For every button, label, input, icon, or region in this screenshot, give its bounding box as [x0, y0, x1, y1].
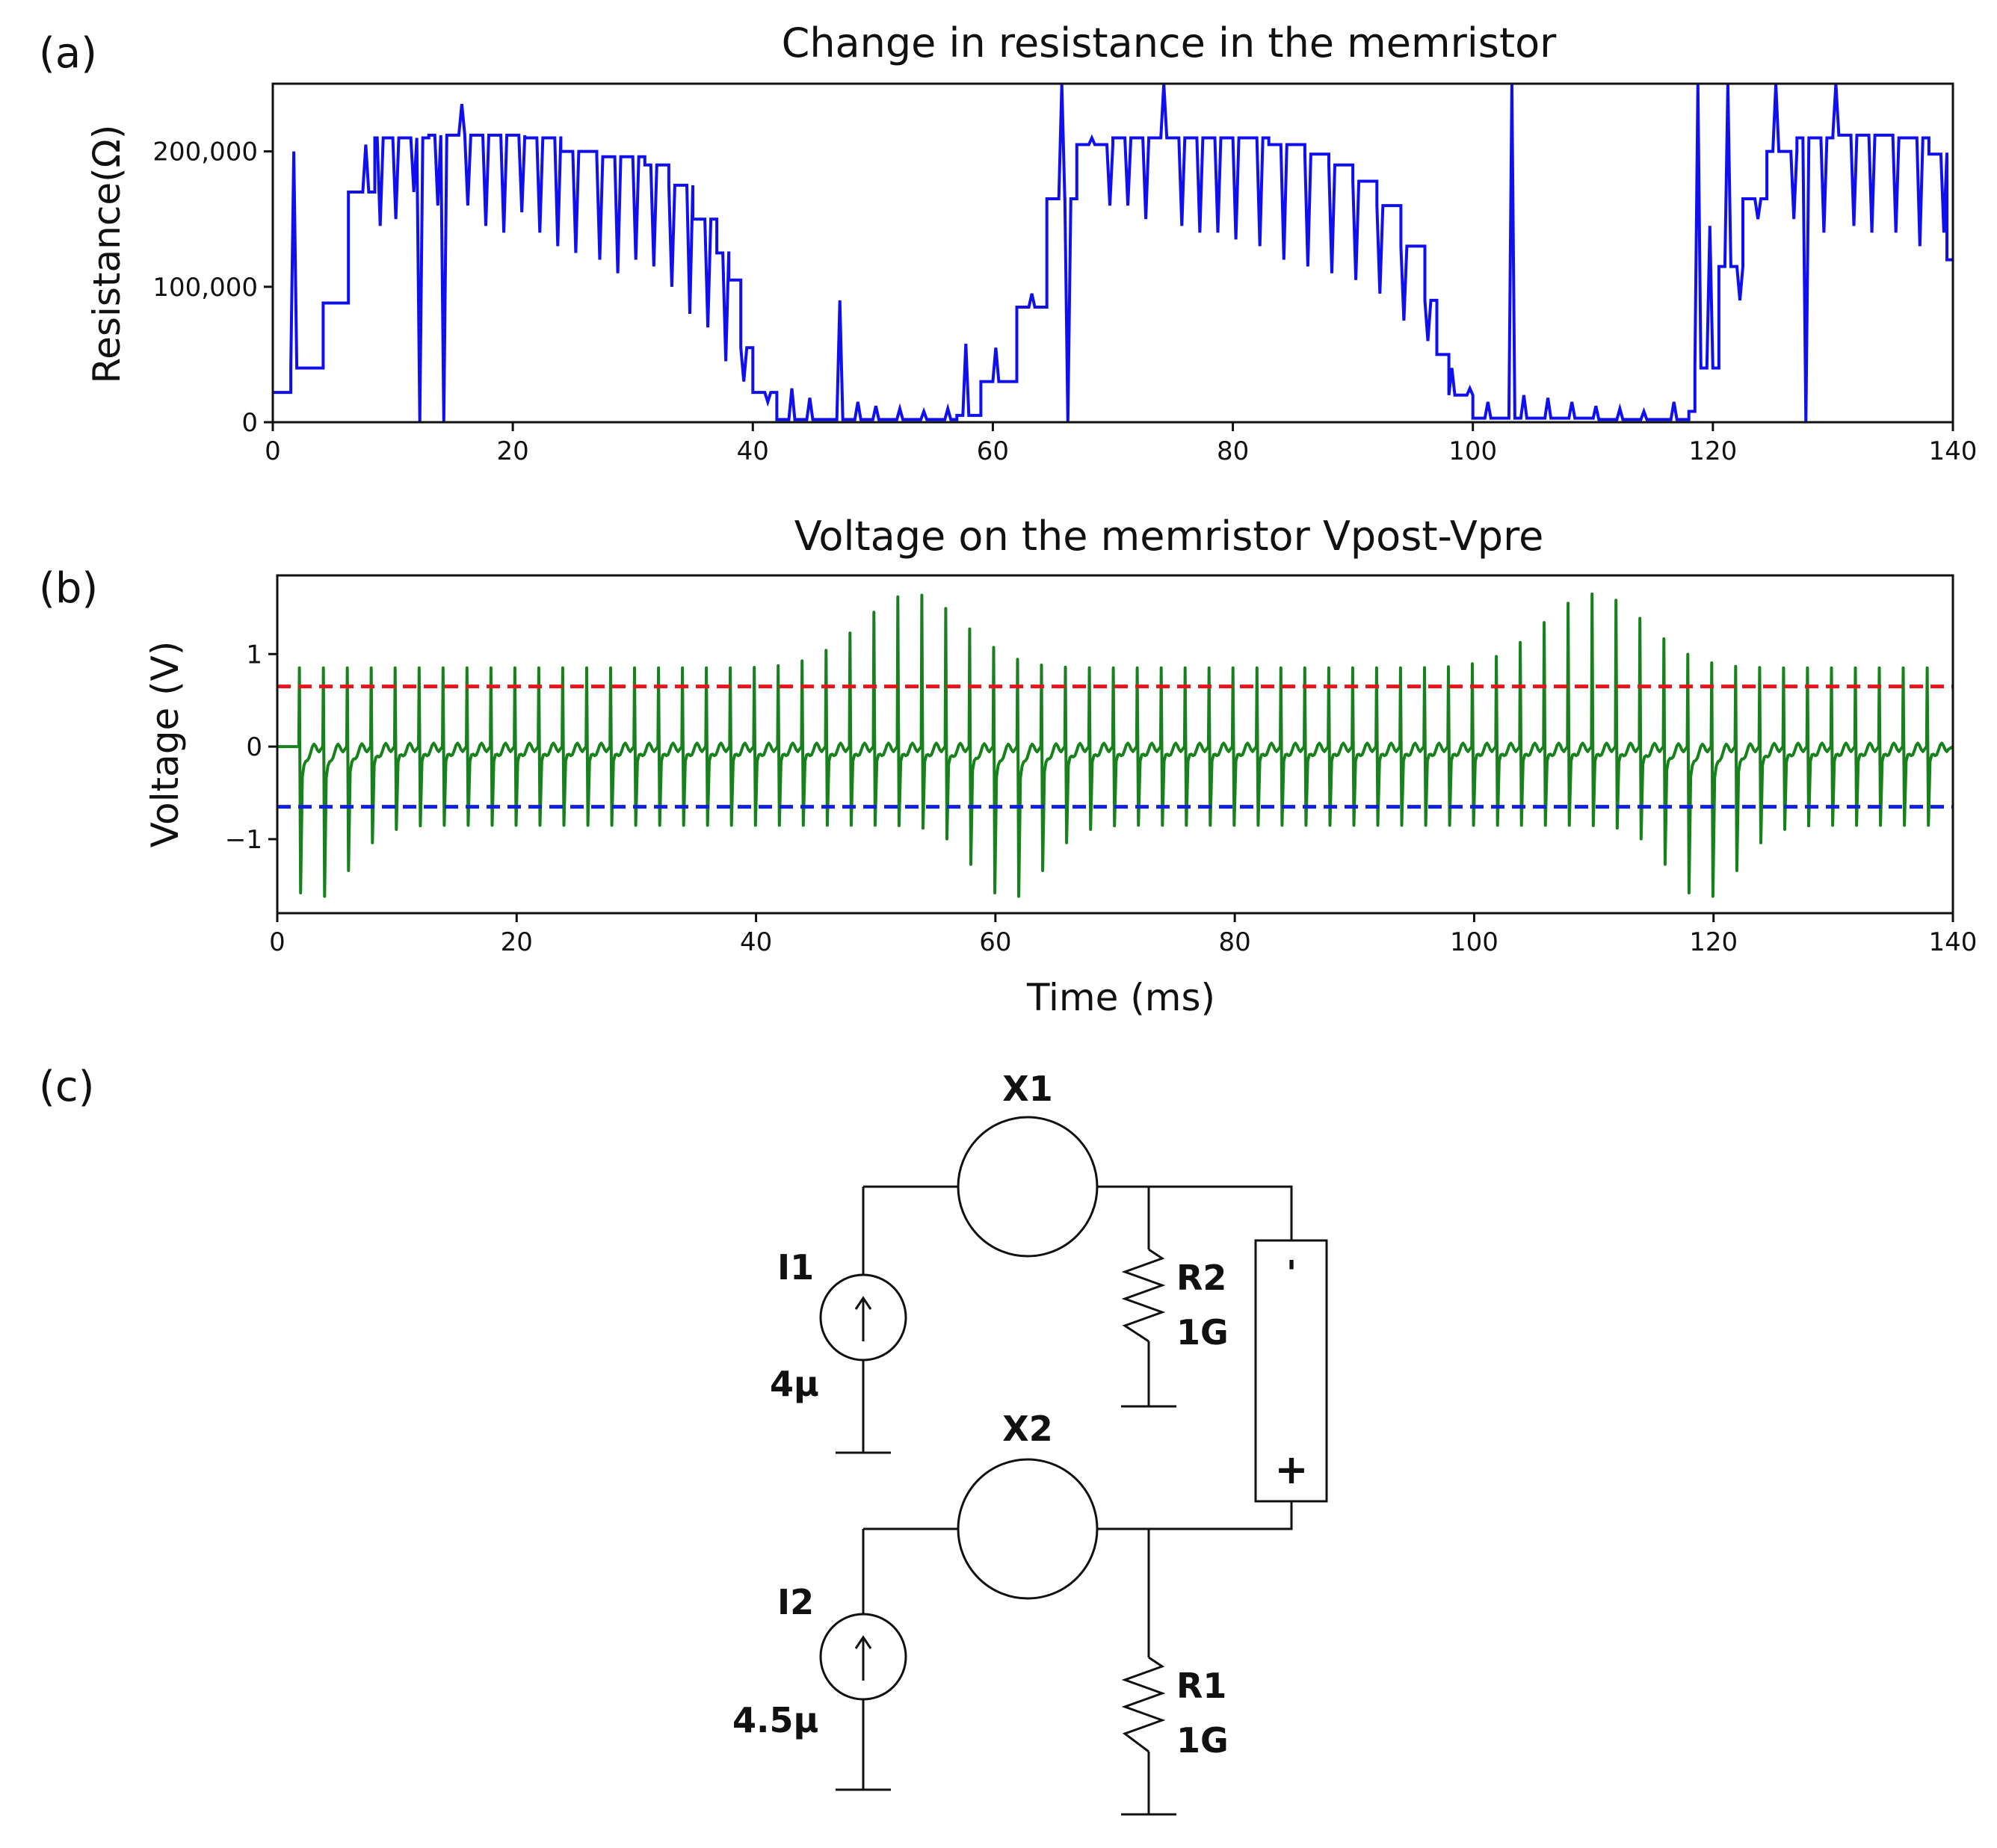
chart-b: 0 20 40 60 80 100 120 140 −1 0 1 Voltage (V) Time…	[143, 574, 1977, 1019]
panel-label-a: (a)	[39, 29, 97, 78]
x-tick-label: 60	[977, 436, 1009, 466]
chart-b-title: Voltage on the memristor Vpost-Vpre	[794, 513, 1544, 560]
r1-label: R1	[1176, 1666, 1226, 1706]
x-tick-label: 80	[1217, 436, 1249, 466]
chart-a-title: Change in resistance in the memristor	[782, 19, 1558, 67]
x-tick-label: 20	[501, 927, 533, 957]
chart-b-frame	[276, 574, 1954, 915]
x-tick-label: 120	[1688, 436, 1737, 466]
i1-label: I1	[777, 1247, 814, 1288]
chart-a-x-axis: 0 20 40 60 80 100 120 140	[265, 422, 1977, 466]
voltage-probe-box	[1254, 1239, 1328, 1503]
x2-label: X2	[1002, 1409, 1052, 1449]
r1-value: 1G	[1176, 1720, 1229, 1761]
chart-b-y-axis: −1 0 1	[225, 640, 277, 855]
x-tick-label: 40	[740, 927, 772, 957]
x-tick-label: 120	[1689, 927, 1738, 957]
y-tick-label: 200,000	[152, 137, 258, 167]
current-source-i1-icon	[819, 1273, 907, 1362]
chart-b-plot-area	[277, 592, 1953, 898]
memristor-x2-icon	[957, 1458, 1099, 1600]
probe-minus-label: '	[1286, 1253, 1297, 1294]
chart-a-plot-area	[273, 84, 1953, 422]
wire-x1-source	[1097, 1185, 1293, 1240]
y-tick-label: −1	[225, 825, 262, 855]
chart-b-x-label: Time (ms)	[1026, 976, 1215, 1019]
y-tick-label: 1	[246, 640, 262, 670]
x-tick-label: 100	[1448, 436, 1497, 466]
x-tick-label: 20	[497, 436, 529, 466]
panel-label-c: (c)	[39, 1063, 94, 1111]
i2-value: 4.5μ	[732, 1700, 818, 1740]
current-arrow-i1-icon	[854, 1296, 872, 1341]
r2-value: 1G	[1176, 1312, 1229, 1353]
resistance-series-line	[273, 84, 1953, 422]
chart-a-y-axis: 0 100,000 200,000	[152, 137, 273, 438]
y-tick-label: 100,000	[152, 273, 258, 303]
y-tick-label: 0	[246, 732, 262, 762]
current-arrow-i2-icon	[854, 1635, 872, 1681]
resistor-r2-icon	[1121, 1248, 1166, 1343]
probe-plus-label: +	[1274, 1446, 1308, 1493]
x-tick-label: 60	[979, 927, 1011, 957]
x-tick-label: 140	[1929, 927, 1978, 957]
i1-value: 4μ	[770, 1364, 819, 1404]
chart-b-x-axis: 0 20 40 60 80 100 120 140	[269, 913, 1977, 957]
current-source-i2-icon	[819, 1613, 907, 1701]
x-tick-label: 0	[265, 436, 281, 466]
x-tick-label: 80	[1219, 927, 1251, 957]
x-tick-label: 100	[1450, 927, 1498, 957]
chart-a-frame	[271, 82, 1954, 424]
x-tick-label: 0	[269, 927, 285, 957]
resistor-r1-icon	[1121, 1656, 1166, 1753]
chart-a: 0 20 40 60 80 100 120 140 0 100,000 200,000 Resis…	[85, 82, 1977, 466]
i2-label: I2	[777, 1582, 814, 1622]
x-tick-label: 140	[1929, 436, 1978, 466]
chart-a-y-label: Resistance(Ω)	[85, 125, 129, 384]
x-tick-label: 40	[737, 436, 769, 466]
panel-label-b: (b)	[39, 564, 98, 613]
y-tick-label: 0	[241, 408, 258, 438]
r2-label: R2	[1176, 1258, 1226, 1298]
wire-x2-source	[1097, 1501, 1293, 1530]
chart-b-y-label: Voltage (V)	[143, 641, 187, 848]
circuit-schematic: X1 X2 I1 4μ I2 4.5μ R2 1G R1 1G ' +	[732, 1069, 1328, 1816]
memristor-x1-icon	[957, 1116, 1099, 1258]
x1-label: X1	[1002, 1069, 1052, 1109]
voltage-series-line	[277, 592, 1953, 898]
